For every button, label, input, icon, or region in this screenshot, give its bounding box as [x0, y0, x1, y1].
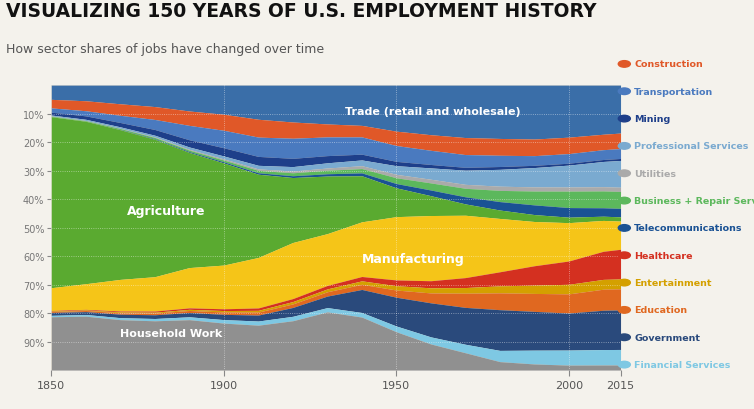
Text: Education: Education — [634, 306, 687, 315]
Text: Professional Services: Professional Services — [634, 142, 749, 151]
Text: Agriculture: Agriculture — [127, 204, 206, 218]
Text: Construction: Construction — [634, 60, 703, 69]
Text: VISUALIZING 150 YEARS OF U.S. EMPLOYMENT HISTORY: VISUALIZING 150 YEARS OF U.S. EMPLOYMENT… — [6, 2, 596, 21]
Text: Government: Government — [634, 333, 700, 342]
Text: Manufacturing: Manufacturing — [362, 253, 464, 266]
Text: Financial Services: Financial Services — [634, 360, 731, 369]
Text: Utilities: Utilities — [634, 169, 676, 178]
Text: Entertainment: Entertainment — [634, 279, 712, 288]
Text: Household Work: Household Work — [121, 328, 222, 338]
Text: Telecommunications: Telecommunications — [634, 224, 743, 233]
Text: Mining: Mining — [634, 115, 670, 124]
Text: How sector shares of jobs have changed over time: How sector shares of jobs have changed o… — [6, 43, 324, 56]
Text: Trade (retail and wholesale): Trade (retail and wholesale) — [345, 106, 520, 117]
Text: Transportation: Transportation — [634, 88, 713, 97]
Text: Healthcare: Healthcare — [634, 251, 693, 260]
Text: Business + Repair Services: Business + Repair Services — [634, 197, 754, 206]
